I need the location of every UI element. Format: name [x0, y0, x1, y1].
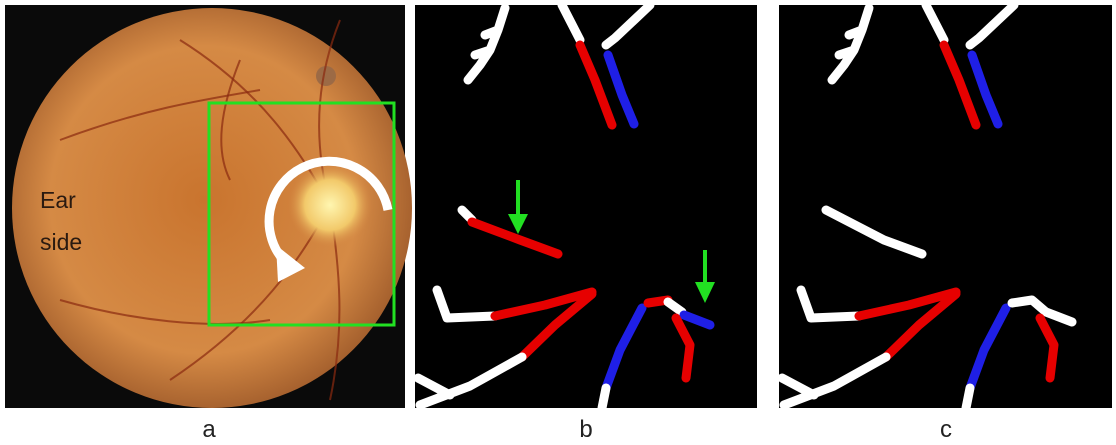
vessel	[602, 388, 606, 408]
panel-label: b	[579, 416, 592, 443]
panel-a: Ear side	[5, 5, 412, 408]
panel-c	[779, 5, 1112, 408]
annotation: Ear	[40, 187, 76, 213]
panel-label: c	[940, 416, 952, 443]
panel-b	[415, 5, 757, 408]
vessel	[966, 388, 970, 408]
optic-disc	[288, 163, 372, 247]
figure: Ear side	[0, 0, 1116, 445]
panel-label: a	[202, 416, 216, 443]
annotation: side	[40, 229, 82, 255]
